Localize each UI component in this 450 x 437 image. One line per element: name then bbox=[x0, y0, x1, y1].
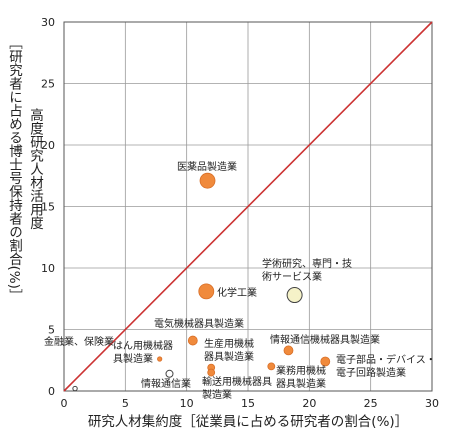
data-points bbox=[72, 172, 331, 392]
x-tick-label: 30 bbox=[425, 397, 439, 410]
point-label-line: 金融業、保険業 bbox=[44, 335, 114, 348]
point-label: 輸送用機械器具製造業 bbox=[202, 375, 272, 401]
y-tick-label: 25 bbox=[41, 78, 55, 91]
point-label: 情報通信業 bbox=[141, 377, 191, 390]
data-point bbox=[72, 385, 78, 392]
point-label-line: 電子回路製造業 bbox=[336, 366, 406, 379]
point-label: 情報通信機械器具製造業 bbox=[270, 333, 380, 346]
data-point bbox=[165, 369, 174, 378]
point-label-line: 業務用機械 bbox=[276, 364, 326, 377]
point-label-line: 学術研究、専門・技 bbox=[262, 257, 352, 270]
y-tick-label: 10 bbox=[41, 262, 55, 275]
point-label: 化学工業 bbox=[217, 286, 257, 299]
data-point bbox=[286, 287, 303, 304]
y-tick-label: 5 bbox=[48, 324, 55, 337]
point-label-line: 製造業 bbox=[202, 388, 232, 401]
plot-frame bbox=[63, 21, 433, 392]
tick-labels: 0 5 10 15 20 25 30 0 5 10 15 20 25 30 bbox=[41, 16, 439, 410]
point-label-line: 化学工業 bbox=[217, 286, 257, 299]
x-tick-label: 15 bbox=[241, 397, 255, 410]
x-tick-label: 5 bbox=[122, 397, 129, 410]
data-point bbox=[187, 335, 198, 346]
y-axis-label: ［研究者に占める博士号保持者の割合(%)］ bbox=[6, 36, 22, 303]
x-tick-label: 10 bbox=[180, 397, 194, 410]
point-label: 医薬品製造業 bbox=[177, 160, 237, 173]
point-label-line: 電子部品・デバイス・ bbox=[336, 353, 436, 366]
diagonal-annotation: 高度研究人材活用度 bbox=[27, 108, 43, 230]
point-label-line: 輸送用機械器具 bbox=[202, 375, 272, 388]
x-tick-label: 25 bbox=[364, 397, 378, 410]
point-label-line: 具製造業 bbox=[113, 352, 153, 365]
point-label: はん用機械器具製造業 bbox=[113, 339, 173, 365]
y-tick-label: 20 bbox=[41, 139, 55, 152]
point-label: 生産用機械器具製造業 bbox=[204, 337, 254, 363]
data-point bbox=[207, 368, 216, 377]
y-tick-label: 30 bbox=[41, 16, 55, 29]
point-label: 業務用機械器具製造業 bbox=[276, 364, 326, 390]
point-label-line: はん用機械器 bbox=[113, 339, 173, 352]
x-axis-label: 研究人材集約度［従業員に占める研究者の割合(%)］ bbox=[88, 413, 408, 430]
point-label-line: 生産用機械 bbox=[204, 337, 254, 350]
point-label: 電気機械器具製造業 bbox=[154, 317, 244, 330]
point-label-line: 術サービス業 bbox=[262, 270, 322, 283]
data-point bbox=[199, 172, 216, 189]
x-tick-label: 20 bbox=[302, 397, 316, 410]
data-point bbox=[198, 283, 215, 300]
point-label-line: 医薬品製造業 bbox=[177, 160, 237, 173]
point-label-line: 器具製造業 bbox=[204, 350, 254, 363]
point-label: 電子部品・デバイス・電子回路製造業 bbox=[336, 353, 436, 379]
y-tick-label: 0 bbox=[48, 385, 55, 398]
point-label: 金融業、保険業 bbox=[44, 335, 114, 348]
point-labels: 医薬品製造業学術研究、専門・技術サービス業化学工業電気機械器具製造業情報通信機械… bbox=[44, 160, 436, 401]
data-point bbox=[157, 356, 163, 362]
data-point bbox=[320, 356, 331, 367]
x-tick-label: 0 bbox=[61, 397, 68, 410]
data-point bbox=[283, 345, 294, 356]
diagonal-line bbox=[63, 21, 433, 392]
point-label-line: 電気機械器具製造業 bbox=[154, 317, 244, 330]
point-label: 学術研究、専門・技術サービス業 bbox=[262, 257, 352, 283]
point-label-line: 器具製造業 bbox=[276, 377, 326, 390]
y-tick-label: 15 bbox=[41, 201, 55, 214]
point-label-line: 情報通信業 bbox=[141, 377, 191, 390]
data-point bbox=[267, 362, 276, 371]
point-label-line: 情報通信機械器具製造業 bbox=[270, 333, 380, 346]
